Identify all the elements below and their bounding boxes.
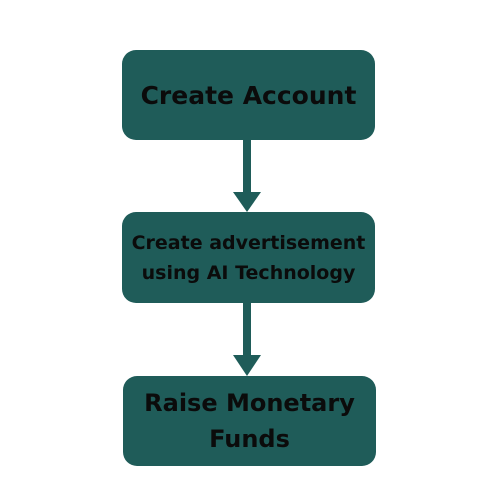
step-create-advertisement-label: Create advertisement using AI Technology	[131, 231, 366, 284]
arrow-2-head	[233, 355, 261, 376]
step-raise-funds: Raise Monetary Funds	[123, 376, 376, 466]
step-create-account: Create Account	[122, 50, 375, 140]
arrow-1-to-2	[233, 140, 261, 212]
step-create-advertisement: Create advertisement using AI Technology	[122, 212, 375, 303]
step-create-account-label: Create Account	[140, 80, 357, 110]
step-raise-funds-label: Raise Monetary Funds	[144, 389, 355, 453]
arrow-2-shaft	[243, 303, 251, 355]
arrow-1-head	[233, 192, 261, 212]
arrow-2-to-3	[233, 303, 261, 376]
arrow-1-shaft	[243, 140, 251, 192]
